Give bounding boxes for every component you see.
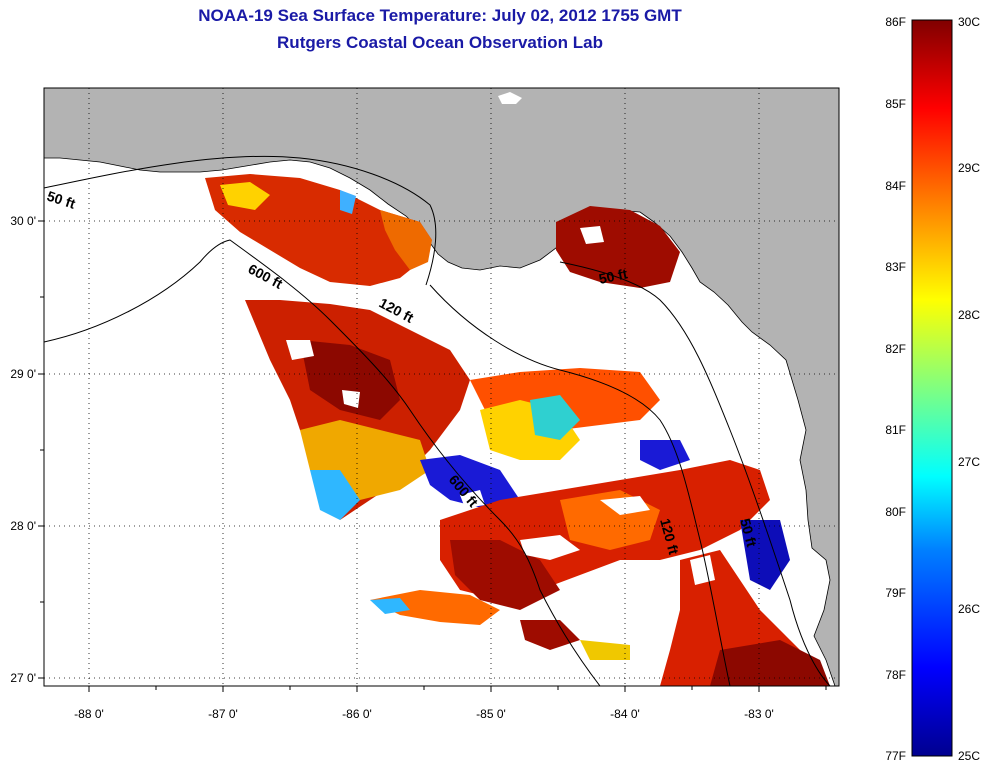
colorbar-f-label: 82F [885,342,906,356]
lon-label: -88 0' [74,707,104,721]
lon-label: -83 0' [744,707,774,721]
map-title: NOAA-19 Sea Surface Temperature: July 02… [198,6,682,25]
lon-label: -86 0' [342,707,372,721]
colorbar-f-label: 77F [885,749,906,763]
colorbar-c-label: 28C [958,308,980,322]
colorbar-f-labels: 86F 85F 84F 83F 82F 81F 80F 79F 78F 77F [885,15,906,763]
colorbar-c-labels: 30C 29C 28C 27C 26C 25C [958,15,980,763]
colorbar-f-label: 85F [885,97,906,111]
colorbar-c-label: 27C [958,455,980,469]
colorbar-f-label: 80F [885,505,906,519]
colorbar-c-label: 30C [958,15,980,29]
colorbar [911,19,953,757]
lon-label: -85 0' [476,707,506,721]
lat-label: 29 0' [10,367,36,381]
lat-label: 28 0' [10,519,36,533]
axis-ticks [38,220,827,692]
lon-label: -84 0' [610,707,640,721]
colorbar-c-label: 29C [958,161,980,175]
sst-data [205,174,830,686]
no-data-patch [498,92,522,104]
colorbar-c-label: 26C [958,602,980,616]
isobath-label: 50 ft [597,265,629,287]
colorbar-f-label: 79F [885,586,906,600]
map-subtitle: Rutgers Coastal Ocean Observation Lab [277,33,603,52]
colorbar-f-label: 86F [885,15,906,29]
map-border [43,87,840,687]
lon-label: -87 0' [208,707,238,721]
colorbar-f-label: 78F [885,668,906,682]
colorbar-f-label: 83F [885,260,906,274]
lat-label: 27 0' [10,671,36,685]
colorbar-c-label: 25C [958,749,980,763]
colorbar-f-label: 81F [885,423,906,437]
isobath-label: 50 ft [737,517,760,549]
lat-label: 30 0' [10,214,36,228]
isobath-contours [44,155,831,686]
colorbar-f-label: 84F [885,179,906,193]
